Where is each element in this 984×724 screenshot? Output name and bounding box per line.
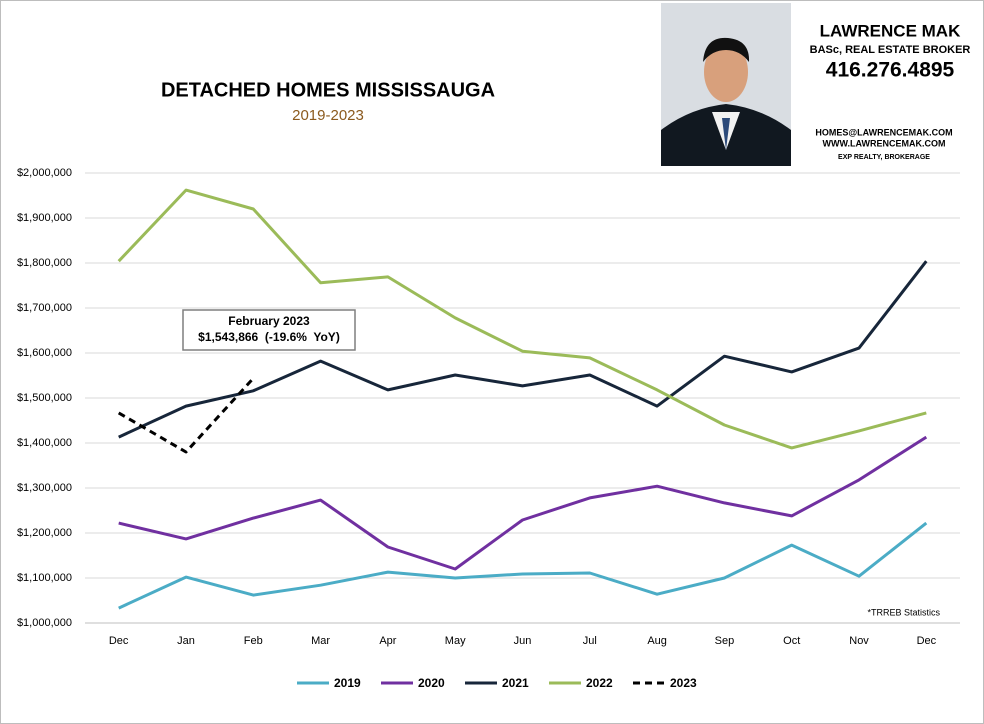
y-tick-label: $1,100,000: [17, 572, 72, 584]
photo: [661, 3, 791, 166]
agent-name: LAWRENCE MAK: [820, 21, 961, 40]
series-line: [118, 435, 928, 571]
x-tick-label: May: [445, 635, 466, 647]
x-tick-label: Jul: [583, 635, 597, 647]
legend-label: 2020: [418, 676, 445, 690]
series-line: [117, 377, 255, 454]
x-tick-label: Jun: [514, 635, 532, 647]
source-note: *TRREB Statistics: [867, 607, 940, 617]
x-tick-label: Dec: [917, 635, 937, 647]
x-tick-label: Apr: [379, 635, 396, 647]
agent-website: WWW.LAWRENCEMAK.COM: [823, 138, 946, 148]
legend-label: 2021: [502, 676, 529, 690]
y-tick-label: $1,300,000: [17, 482, 72, 494]
legend-label: 2019: [334, 676, 361, 690]
chart-subtitle: 2019-2023: [292, 107, 364, 124]
brokerage: EXP REALTY, BROKERAGE: [838, 154, 930, 161]
series-line: [118, 521, 928, 610]
x-tick-label: Dec: [109, 635, 129, 647]
y-tick-label: $1,900,000: [17, 212, 72, 224]
x-tick-label: Feb: [244, 635, 263, 647]
x-tick-label: Nov: [849, 635, 869, 647]
series-line: [118, 260, 928, 439]
annotation-box: [182, 309, 356, 351]
chart-title: DETACHED HOMES MISSISSAUGA: [161, 79, 495, 101]
legend-label: 2022: [586, 676, 613, 690]
x-tick-label: Aug: [647, 635, 667, 647]
annotation-title: February 2023: [228, 314, 310, 328]
y-tick-label: $1,700,000: [17, 302, 72, 314]
x-tick-label: Oct: [783, 635, 800, 647]
x-tick-label: Jan: [177, 635, 195, 647]
agent-email: HOMES@LAWRENCEMAK.COM: [815, 127, 952, 137]
y-tick-label: $1,800,000: [17, 257, 72, 269]
series-line: [117, 188, 927, 450]
y-tick-label: $2,000,000: [17, 167, 72, 179]
agent-phone: 416.276.4895: [826, 59, 955, 82]
y-tick-label: $1,600,000: [17, 347, 72, 359]
y-tick-label: $1,500,000: [17, 392, 72, 404]
agent-credentials: BASc, REAL ESTATE BROKER: [810, 44, 971, 56]
y-tick-label: $1,400,000: [17, 437, 72, 449]
x-tick-label: Sep: [715, 635, 735, 647]
x-tick-label: Mar: [311, 635, 330, 647]
annotation-text: $1,543,866 (-19.6% YoY): [198, 330, 340, 344]
y-tick-label: $1,000,000: [17, 617, 72, 629]
legend-label: 2023: [670, 676, 697, 690]
y-tick-label: $1,200,000: [17, 527, 72, 539]
